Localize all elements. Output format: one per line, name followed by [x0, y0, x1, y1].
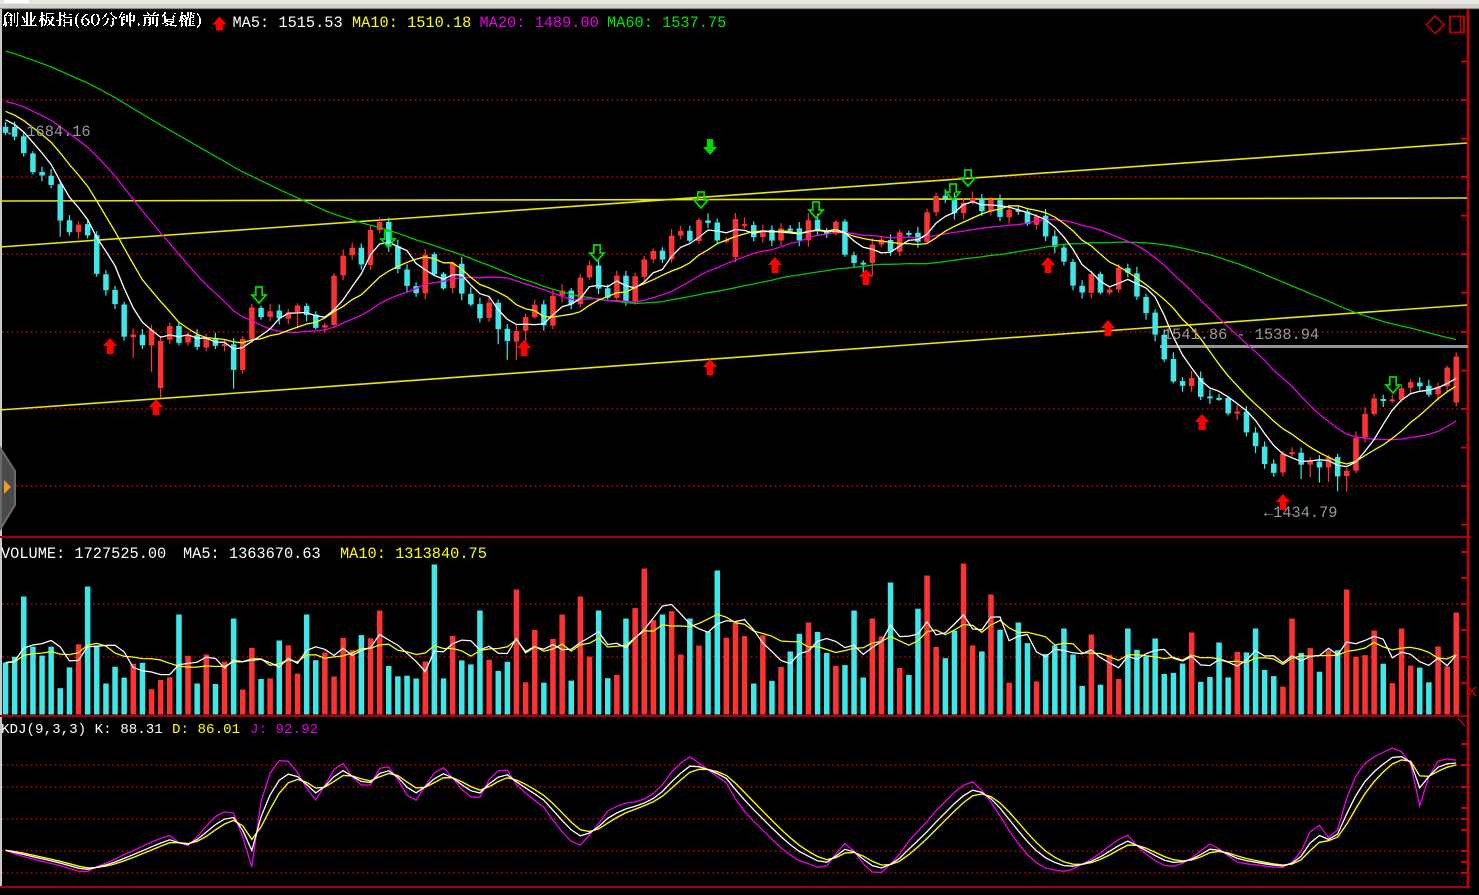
svg-text:MA10: 1313840.75: MA10: 1313840.75: [340, 545, 487, 563]
svg-text:← 1684.16: ← 1684.16: [8, 123, 91, 141]
svg-text:MA5: 1363670.63: MA5: 1363670.63: [183, 545, 321, 563]
svg-text:KDJ(9,3,3) K: 88.31: KDJ(9,3,3) K: 88.31: [1, 722, 163, 738]
svg-text:MA60: 1537.75: MA60: 1537.75: [607, 14, 726, 32]
svg-text:D: 86.01: D: 86.01: [172, 722, 240, 738]
svg-text:←1434.79: ←1434.79: [1264, 504, 1337, 522]
svg-text:MA5: 1515.53: MA5: 1515.53: [233, 14, 343, 32]
svg-text:VOLUME: 1727525.00: VOLUME: 1727525.00: [1, 545, 166, 563]
svg-text:MA20: 1489.00: MA20: 1489.00: [480, 14, 599, 32]
svg-text:1541.86 - 1538.94: 1541.86 - 1538.94: [1163, 326, 1319, 344]
svg-text:J: 92.92: J: 92.92: [250, 722, 318, 738]
svg-text:MA10: 1510.18: MA10: 1510.18: [352, 14, 471, 32]
